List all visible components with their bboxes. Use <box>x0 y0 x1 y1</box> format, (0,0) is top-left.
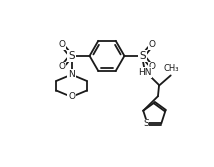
Text: O: O <box>58 40 65 49</box>
Text: S: S <box>139 51 146 61</box>
Text: O: O <box>68 92 75 101</box>
Text: HN: HN <box>138 68 151 77</box>
Text: O: O <box>149 40 156 49</box>
Text: N: N <box>68 70 75 79</box>
Text: S: S <box>143 119 149 128</box>
Text: O: O <box>149 62 156 71</box>
Text: S: S <box>68 51 75 61</box>
Text: O: O <box>58 62 65 71</box>
Text: CH₃: CH₃ <box>163 64 179 73</box>
